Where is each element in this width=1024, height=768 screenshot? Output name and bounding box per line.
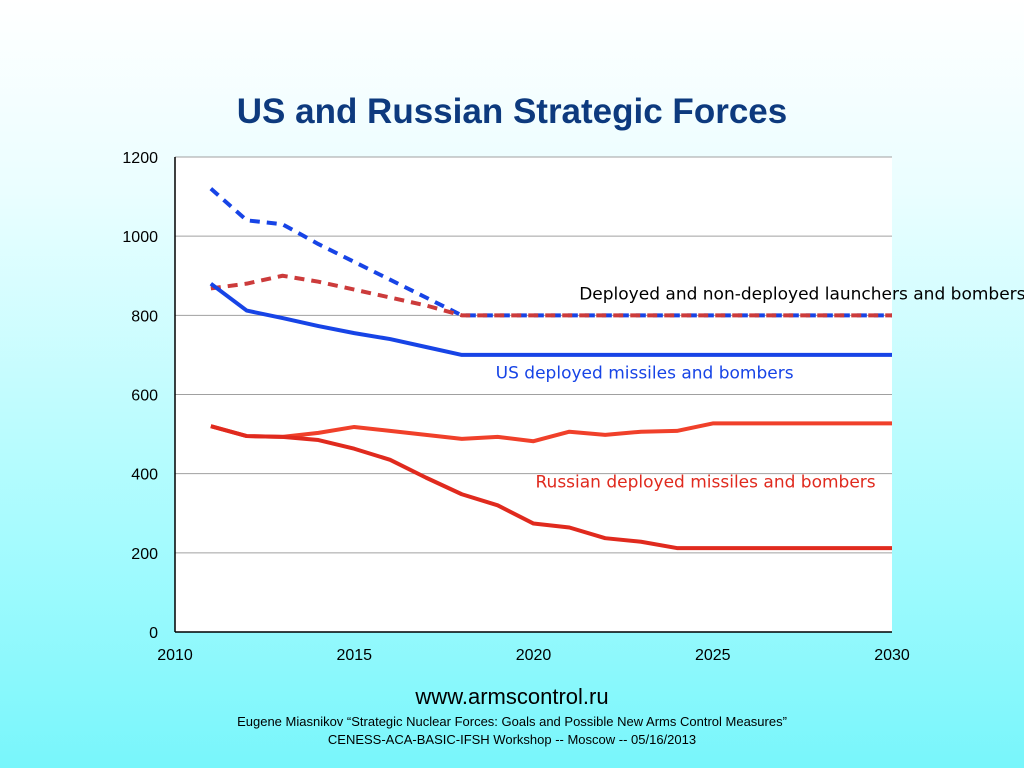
series-line-us-deployed — [209, 282, 892, 357]
y-tick-label: 600 — [131, 388, 158, 405]
series-line-ru-deployed-upper — [210, 421, 892, 444]
y-tick-label: 800 — [131, 308, 158, 325]
citation-line-2: CENESS-ACA-BASIC-IFSH Workshop -- Moscow… — [327, 732, 697, 747]
x-tick-label: 2010 — [157, 647, 193, 664]
x-tick-label: 2030 — [874, 647, 910, 664]
annotation-label: Russian deployed missiles and bombers — [536, 473, 876, 493]
series-line-ru-deployed-lower — [210, 424, 892, 551]
x-tick-label: 2015 — [336, 647, 372, 664]
chart-title: US and Russian Strategic Forces — [236, 92, 788, 131]
series-line-us-total — [209, 187, 892, 318]
y-tick-label: 1000 — [122, 229, 158, 246]
y-tick-label: 1200 — [122, 150, 158, 167]
series-line-ru-total — [210, 273, 892, 318]
y-tick-label: 400 — [131, 467, 158, 484]
y-tick-label: 0 — [149, 625, 158, 642]
annotation-label: US deployed missiles and bombers — [496, 364, 794, 384]
y-tick-label: 200 — [131, 546, 158, 563]
annotation-label: Deployed and non-deployed launchers and … — [579, 285, 1024, 305]
x-tick-label: 2020 — [516, 647, 552, 664]
citation-line-1: Eugene Miasnikov “Strategic Nuclear Forc… — [237, 714, 787, 729]
x-tick-label: 2025 — [695, 647, 731, 664]
website-url: www.armscontrol.ru — [415, 684, 609, 709]
